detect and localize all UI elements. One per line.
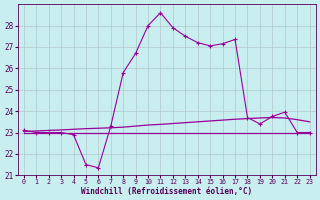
X-axis label: Windchill (Refroidissement éolien,°C): Windchill (Refroidissement éolien,°C): [81, 187, 252, 196]
